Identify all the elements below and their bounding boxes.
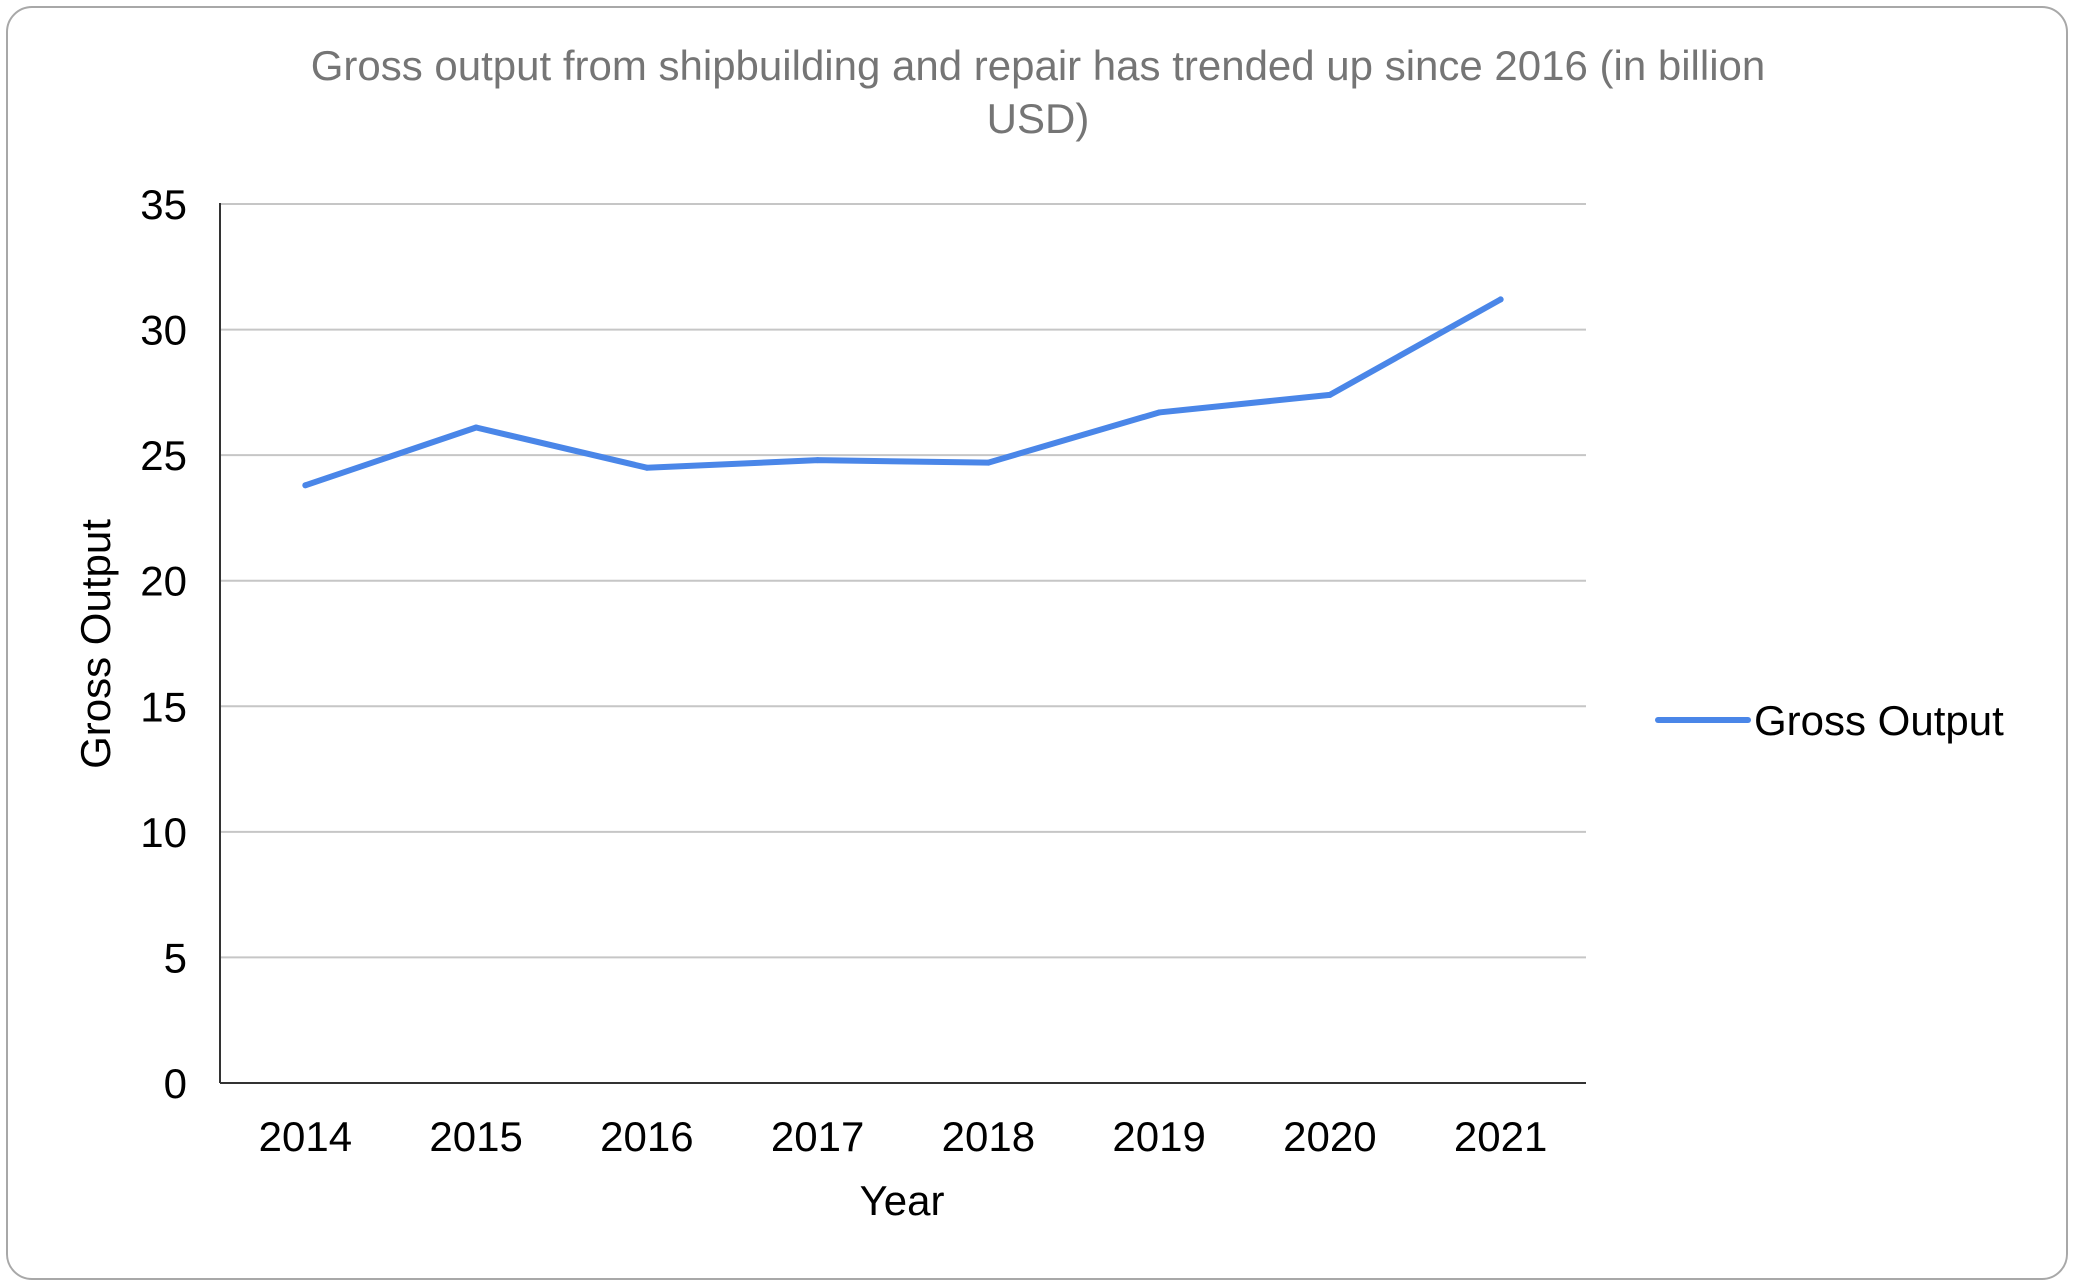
x-tick-label: 2016	[600, 1113, 693, 1160]
chart-frame: Gross output from shipbuilding and repai…	[6, 6, 2068, 1280]
y-tick-label: 10	[140, 809, 187, 856]
x-tick-label: 2014	[259, 1113, 352, 1160]
x-tick-label: 2015	[429, 1113, 522, 1160]
data-point	[302, 482, 309, 489]
data-point	[985, 459, 992, 466]
y-tick-label: 30	[140, 307, 187, 354]
chart-title-line-1: Gross output from shipbuilding and repai…	[311, 42, 1766, 89]
x-axis-ticks: 2014 2015 2016 2017 2018 2019 2020 2021	[259, 1113, 1548, 1160]
y-tick-label: 25	[140, 432, 187, 479]
axes	[219, 203, 1586, 1084]
x-tick-label: 2019	[1112, 1113, 1205, 1160]
gridlines	[220, 203, 1586, 959]
y-tick-label: 15	[140, 683, 187, 730]
line-chart: Gross output from shipbuilding and repai…	[72, 42, 2004, 1224]
x-tick-label: 2020	[1283, 1113, 1376, 1160]
x-axis-title: Year	[860, 1177, 945, 1224]
y-tick-label: 20	[140, 558, 187, 605]
data-point	[814, 457, 821, 464]
chart-title-line-2: USD)	[987, 95, 1090, 142]
y-tick-label: 5	[164, 934, 187, 981]
data-point	[1156, 409, 1163, 416]
y-axis-title: Gross Output	[72, 519, 119, 769]
y-tick-label: 35	[140, 181, 187, 228]
y-axis-ticks: 0 5 10 15 20 25 30 35	[140, 181, 187, 1107]
x-tick-label: 2021	[1454, 1113, 1547, 1160]
y-tick-label: 0	[164, 1060, 187, 1107]
data-point	[1497, 296, 1504, 303]
legend: Gross Output	[1655, 697, 2004, 744]
x-tick-label: 2017	[771, 1113, 864, 1160]
chart-title: Gross output from shipbuilding and repai…	[311, 42, 1766, 142]
legend-label-gross-output: Gross Output	[1754, 697, 2004, 744]
data-point	[473, 424, 480, 431]
data-point	[643, 464, 650, 471]
series-group	[302, 296, 1504, 489]
x-tick-label: 2018	[942, 1113, 1035, 1160]
data-point	[1326, 391, 1333, 398]
series-line-gross-output	[302, 296, 1504, 489]
